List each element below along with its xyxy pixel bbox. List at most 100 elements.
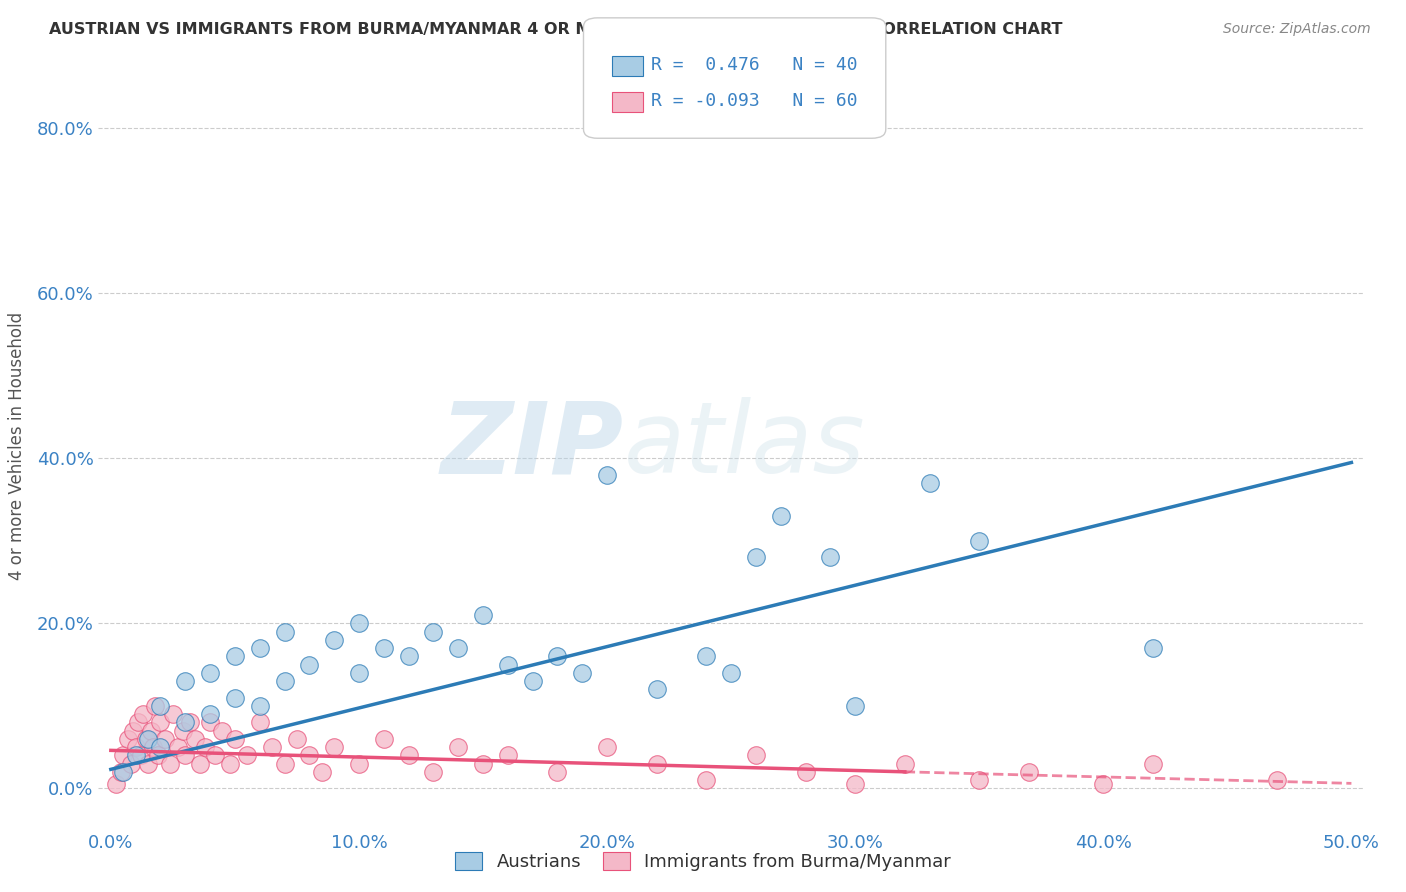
Point xyxy=(112,764,135,779)
Point xyxy=(447,740,470,755)
Point xyxy=(794,764,817,779)
Point xyxy=(720,665,742,680)
Point xyxy=(695,649,717,664)
Point xyxy=(645,756,668,771)
Point xyxy=(496,657,519,672)
Point xyxy=(323,632,346,647)
Point xyxy=(120,756,142,771)
Point xyxy=(149,698,172,713)
Point xyxy=(373,731,395,746)
Text: atlas: atlas xyxy=(623,398,865,494)
Point xyxy=(422,764,444,779)
Point xyxy=(135,731,157,746)
Point xyxy=(844,777,866,791)
Point xyxy=(398,649,420,664)
Point xyxy=(172,723,194,738)
Point xyxy=(179,715,201,730)
Point xyxy=(249,698,271,713)
Point xyxy=(285,731,308,746)
Point xyxy=(188,756,211,771)
Point xyxy=(104,777,127,791)
Point xyxy=(745,748,768,763)
Point xyxy=(112,748,135,763)
Point xyxy=(249,641,271,656)
Point xyxy=(136,731,159,746)
Point xyxy=(224,649,246,664)
Text: AUSTRIAN VS IMMIGRANTS FROM BURMA/MYANMAR 4 OR MORE VEHICLES IN HOUSEHOLD CORREL: AUSTRIAN VS IMMIGRANTS FROM BURMA/MYANMA… xyxy=(49,22,1063,37)
Point xyxy=(211,723,233,738)
Point xyxy=(347,616,370,631)
Text: R = -0.093   N = 60: R = -0.093 N = 60 xyxy=(651,92,858,110)
Point xyxy=(373,641,395,656)
Point xyxy=(323,740,346,755)
Point xyxy=(571,665,593,680)
Point xyxy=(166,740,188,755)
Point xyxy=(844,698,866,713)
Point xyxy=(198,715,221,730)
Point xyxy=(273,624,295,639)
Legend: Austrians, Immigrants from Burma/Myanmar: Austrians, Immigrants from Burma/Myanmar xyxy=(447,846,959,879)
Point xyxy=(132,707,155,722)
Y-axis label: 4 or more Vehicles in Household: 4 or more Vehicles in Household xyxy=(7,312,25,580)
Point xyxy=(149,740,172,755)
Text: R =  0.476   N = 40: R = 0.476 N = 40 xyxy=(651,56,858,74)
Point xyxy=(198,707,221,722)
Point xyxy=(273,674,295,689)
Text: Source: ZipAtlas.com: Source: ZipAtlas.com xyxy=(1223,22,1371,37)
Point xyxy=(142,740,165,755)
Point xyxy=(273,756,295,771)
Point xyxy=(174,748,197,763)
Point xyxy=(224,690,246,705)
Point xyxy=(162,707,184,722)
Point xyxy=(145,698,167,713)
Point xyxy=(249,715,271,730)
Point xyxy=(219,756,242,771)
Point xyxy=(184,731,207,746)
Point xyxy=(122,723,145,738)
Point xyxy=(204,748,226,763)
Point xyxy=(894,756,917,771)
Point xyxy=(129,748,152,763)
Point xyxy=(769,509,792,524)
Point xyxy=(298,657,321,672)
Point xyxy=(496,748,519,763)
Point xyxy=(546,649,568,664)
Point xyxy=(198,665,221,680)
Point xyxy=(117,731,139,746)
Point xyxy=(918,476,941,491)
Point xyxy=(745,550,768,565)
Point xyxy=(139,723,162,738)
Point xyxy=(472,608,495,623)
Point xyxy=(422,624,444,639)
Point xyxy=(546,764,568,779)
Point xyxy=(447,641,470,656)
Point xyxy=(124,740,146,755)
Point xyxy=(236,748,259,763)
Point xyxy=(311,764,333,779)
Point xyxy=(1018,764,1040,779)
Point xyxy=(124,748,146,763)
Point xyxy=(194,740,217,755)
Point xyxy=(155,731,177,746)
Point xyxy=(522,674,544,689)
Point xyxy=(127,715,149,730)
Text: ZIP: ZIP xyxy=(440,398,623,494)
Point xyxy=(149,715,172,730)
Point xyxy=(1092,777,1115,791)
Point xyxy=(967,773,990,788)
Point xyxy=(596,467,619,482)
Point xyxy=(146,748,169,763)
Point xyxy=(110,764,132,779)
Point xyxy=(174,715,197,730)
Point xyxy=(967,533,990,548)
Point xyxy=(174,674,197,689)
Point xyxy=(298,748,321,763)
Point xyxy=(347,665,370,680)
Point xyxy=(1142,756,1164,771)
Point xyxy=(159,756,181,771)
Point xyxy=(1265,773,1288,788)
Point xyxy=(472,756,495,771)
Point xyxy=(224,731,246,746)
Point xyxy=(136,756,159,771)
Point xyxy=(645,682,668,697)
